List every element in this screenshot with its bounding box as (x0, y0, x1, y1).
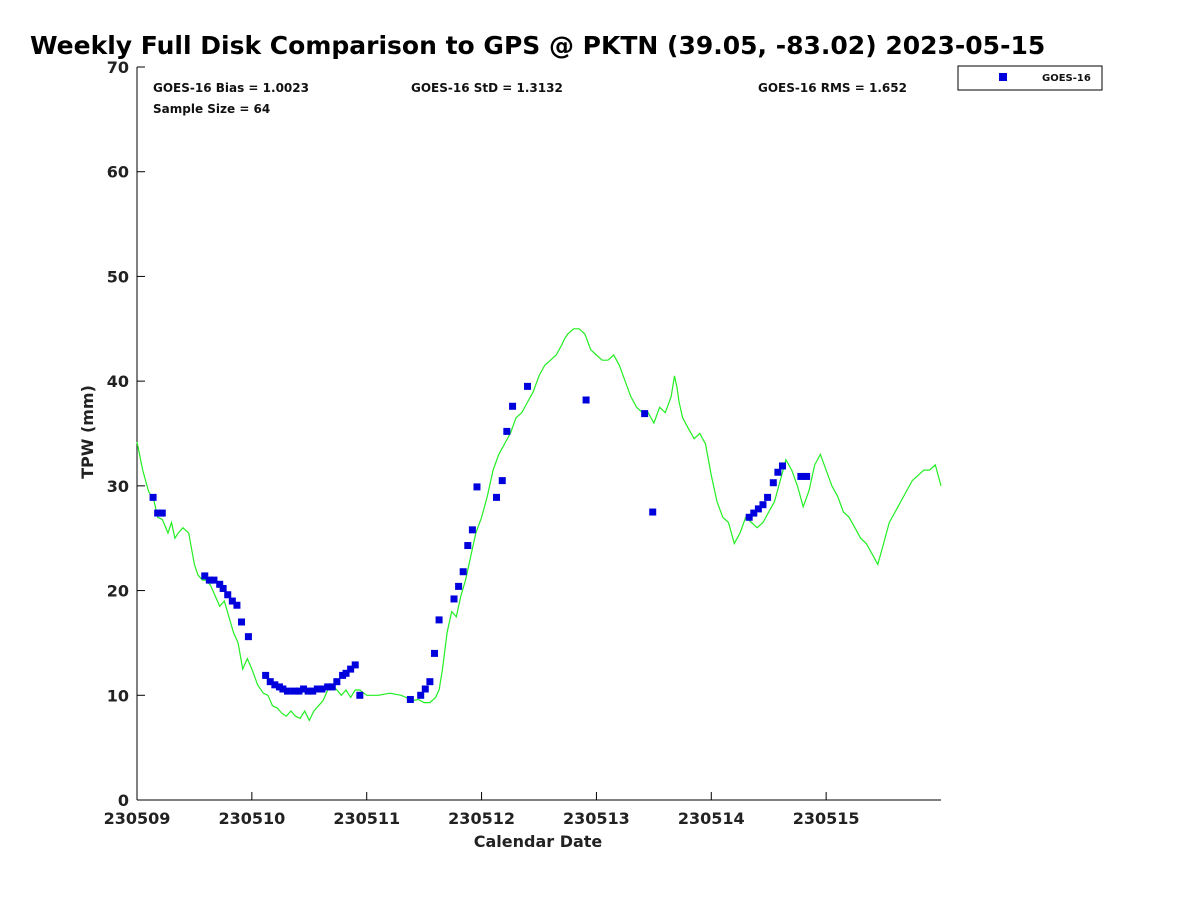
goes16-data-point (290, 687, 298, 695)
goes16-data-point (426, 678, 434, 686)
sample-size-stat: Sample Size = 64 (153, 102, 270, 116)
goes16-data-point (233, 601, 241, 609)
y-tick-label: 70 (107, 58, 129, 77)
goes16-data-point (778, 462, 786, 470)
goes16-data-point (266, 678, 274, 686)
goes16-data-point (333, 678, 341, 686)
y-tick-label: 30 (107, 477, 129, 496)
goes16-data-point (228, 597, 236, 605)
goes16-data-point (205, 576, 213, 584)
goes16-data-point (224, 591, 232, 599)
goes16-data-point (158, 509, 166, 517)
goes16-data-point (468, 526, 476, 534)
goes16-data-point (295, 687, 303, 695)
goes16-data-point (313, 685, 321, 693)
goes16-data-point (324, 683, 332, 691)
y-tick-label: 10 (107, 686, 129, 705)
goes16-data-point (304, 687, 312, 695)
goes16-data-point (351, 661, 359, 669)
goes16-data-point (347, 665, 355, 673)
goes16-data-point (498, 477, 506, 485)
rms-stat: GOES-16 RMS = 1.652 (758, 81, 907, 95)
goes16-data-point (769, 479, 777, 487)
goes16-data-point (459, 568, 467, 576)
goes16-data-point (417, 691, 425, 699)
goes16-data-point (328, 683, 336, 691)
goes16-data-point (279, 685, 287, 693)
x-axis-label: Calendar Date (474, 832, 603, 851)
goes16-data-point (219, 584, 227, 592)
goes16-data-point (210, 576, 218, 584)
y-tick-label: 20 (107, 582, 129, 601)
goes16-data-point (797, 472, 805, 480)
goes16-data-point (764, 493, 772, 501)
goes16-data-point (450, 595, 458, 603)
legend-marker-goes16 (999, 73, 1007, 81)
goes16-data-point (754, 505, 762, 513)
bias-stat: GOES-16 Bias = 1.0023 (153, 81, 309, 95)
legend-label-goes16: GOES-16 (1042, 73, 1091, 84)
goes16-data-point (421, 685, 429, 693)
y-tick-label: 0 (118, 791, 129, 810)
gps-series-line (136, 328, 942, 722)
x-tick-label: 230513 (563, 809, 630, 828)
goes16-data-point (455, 582, 463, 590)
goes16-data-point (493, 493, 501, 501)
legend: GOES-16 (957, 65, 1103, 91)
goes16-data-point (430, 649, 438, 657)
goes16-data-point (803, 472, 811, 480)
x-tick-label: 230514 (678, 809, 745, 828)
goes16-data-point (342, 669, 350, 677)
y-tick-label: 50 (107, 267, 129, 286)
plot-area: 0 10 20 30 40 50 60 70 230509 230510 230511 230512 2… (104, 58, 942, 828)
x-tick-label: 230511 (333, 809, 400, 828)
goes16-data-point (759, 501, 767, 509)
goes16-data-point (262, 671, 270, 679)
goes16-data-point (149, 493, 157, 501)
y-axis-label: TPW (mm) (78, 385, 97, 479)
x-tick-label: 230510 (218, 809, 285, 828)
y-tick-label: 40 (107, 372, 129, 391)
goes16-data-point (154, 509, 162, 517)
goes16-data-point (582, 396, 590, 404)
legend-box (957, 65, 1103, 91)
std-stat: GOES-16 StD = 1.3132 (411, 81, 563, 95)
goes16-data-point (309, 687, 317, 695)
goes16-data-point (318, 685, 326, 693)
goes16-data-point (238, 618, 246, 626)
goes16-data-point (300, 685, 308, 693)
goes16-data-point (216, 580, 224, 588)
goes16-data-point (509, 402, 517, 410)
goes16-data-point (649, 508, 657, 516)
x-tick-label: 230512 (448, 809, 515, 828)
x-tick-label: 230515 (793, 809, 860, 828)
goes16-data-point (524, 382, 532, 390)
goes16-data-point (244, 633, 252, 641)
chart-title: Weekly Full Disk Comparison to GPS @ PKT… (30, 31, 1045, 60)
goes16-data-point (283, 687, 291, 695)
x-tick-label: 230509 (104, 809, 171, 828)
goes16-data-point (774, 468, 782, 476)
goes16-data-point (201, 572, 209, 580)
goes16-data-point (503, 427, 511, 435)
goes16-data-point (464, 542, 472, 550)
y-tick-label: 60 (107, 163, 129, 182)
goes16-data-point (750, 509, 758, 517)
goes16-data-point (435, 616, 443, 624)
goes16-data-point (473, 483, 481, 491)
goes16-data-point (356, 691, 364, 699)
goes16-data-point (745, 513, 753, 521)
goes16-data-point (641, 410, 649, 418)
goes16-data-point (271, 681, 279, 689)
goes16-data-point (406, 695, 414, 703)
